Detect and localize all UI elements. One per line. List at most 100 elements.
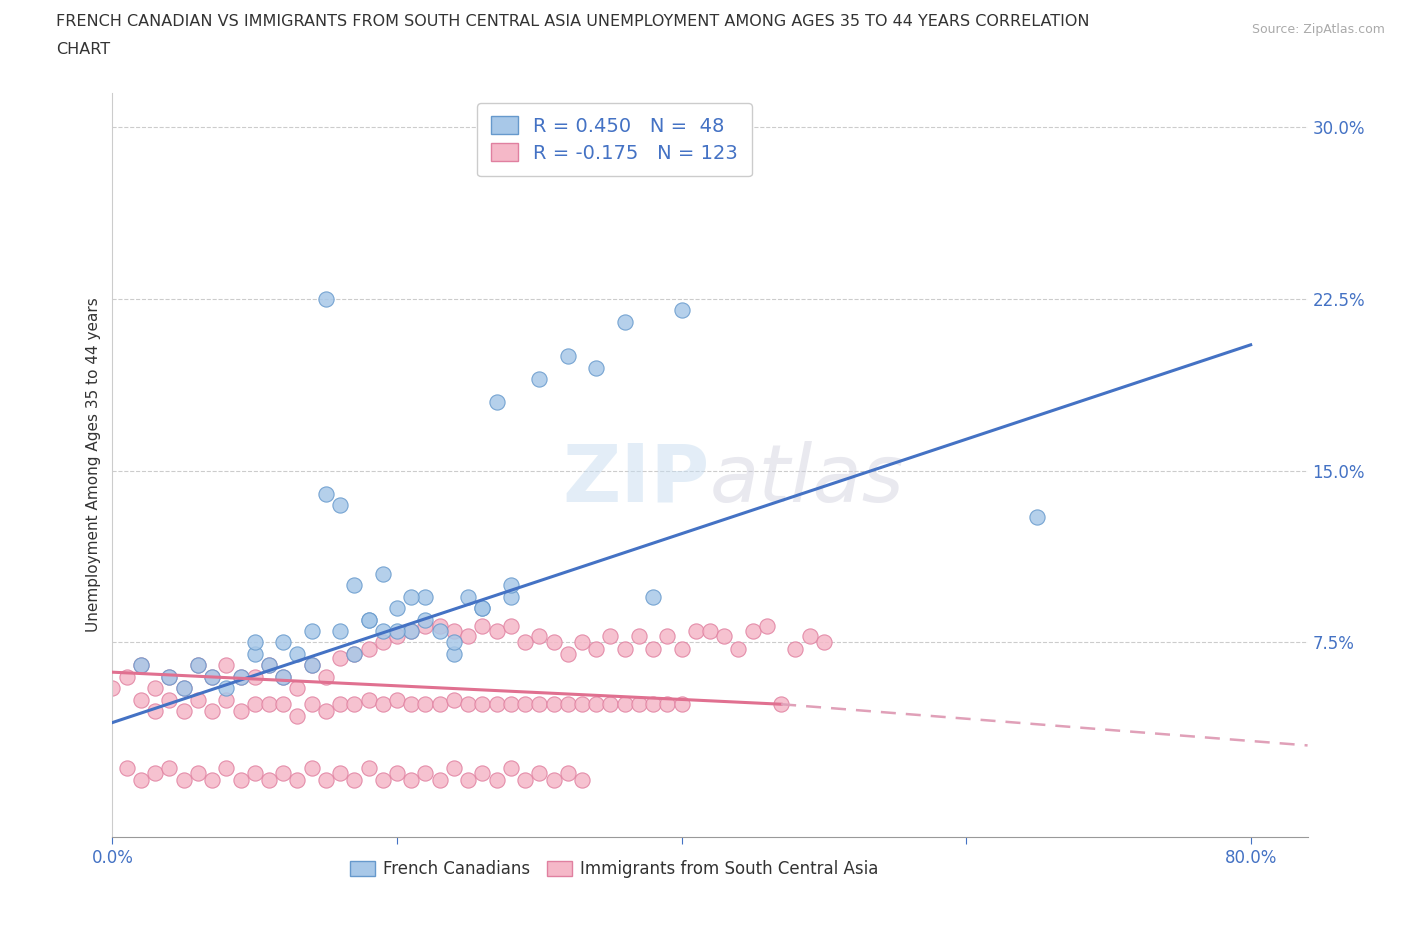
Text: CHART: CHART bbox=[56, 42, 110, 57]
Point bbox=[543, 772, 565, 787]
Point bbox=[643, 642, 665, 657]
Point bbox=[385, 692, 408, 707]
Point bbox=[187, 692, 209, 707]
Point bbox=[229, 670, 252, 684]
Point bbox=[471, 601, 494, 616]
Point bbox=[287, 772, 309, 787]
Point bbox=[301, 761, 323, 776]
Point bbox=[585, 697, 607, 711]
Point bbox=[401, 697, 423, 711]
Point bbox=[571, 697, 593, 711]
Point bbox=[485, 623, 508, 638]
Point bbox=[271, 635, 294, 650]
Point bbox=[143, 681, 166, 696]
Point bbox=[557, 765, 579, 780]
Point bbox=[271, 670, 294, 684]
Point bbox=[415, 590, 437, 604]
Text: ZIP: ZIP bbox=[562, 441, 710, 519]
Point bbox=[699, 623, 721, 638]
Point bbox=[301, 658, 323, 672]
Point bbox=[129, 658, 152, 672]
Point bbox=[770, 697, 793, 711]
Point bbox=[485, 772, 508, 787]
Point bbox=[243, 765, 266, 780]
Point bbox=[257, 772, 280, 787]
Point bbox=[401, 623, 423, 638]
Point bbox=[343, 578, 366, 592]
Point bbox=[385, 601, 408, 616]
Point bbox=[671, 303, 693, 318]
Point bbox=[271, 697, 294, 711]
Point bbox=[671, 642, 693, 657]
Point bbox=[173, 681, 195, 696]
Point bbox=[429, 697, 451, 711]
Point bbox=[415, 765, 437, 780]
Point bbox=[401, 623, 423, 638]
Point bbox=[557, 646, 579, 661]
Point bbox=[329, 623, 352, 638]
Point bbox=[529, 372, 551, 387]
Point bbox=[115, 670, 138, 684]
Point bbox=[215, 658, 238, 672]
Point bbox=[457, 590, 479, 604]
Point bbox=[215, 681, 238, 696]
Point bbox=[529, 628, 551, 643]
Point bbox=[529, 697, 551, 711]
Point bbox=[499, 578, 522, 592]
Point bbox=[371, 772, 394, 787]
Point bbox=[315, 670, 337, 684]
Point bbox=[415, 619, 437, 634]
Point bbox=[385, 623, 408, 638]
Point bbox=[457, 628, 479, 643]
Point bbox=[343, 646, 366, 661]
Point bbox=[415, 697, 437, 711]
Point bbox=[557, 697, 579, 711]
Point bbox=[785, 642, 807, 657]
Point bbox=[657, 628, 679, 643]
Point bbox=[443, 646, 465, 661]
Point bbox=[201, 670, 224, 684]
Point bbox=[143, 765, 166, 780]
Point bbox=[371, 623, 394, 638]
Point bbox=[129, 658, 152, 672]
Point bbox=[357, 761, 380, 776]
Point bbox=[513, 772, 536, 787]
Point bbox=[271, 670, 294, 684]
Point bbox=[499, 697, 522, 711]
Point bbox=[571, 635, 593, 650]
Point bbox=[329, 498, 352, 512]
Point bbox=[471, 601, 494, 616]
Point bbox=[157, 761, 180, 776]
Point bbox=[329, 765, 352, 780]
Point bbox=[627, 628, 650, 643]
Point bbox=[343, 697, 366, 711]
Point bbox=[443, 635, 465, 650]
Point bbox=[443, 761, 465, 776]
Point bbox=[243, 646, 266, 661]
Point bbox=[741, 623, 763, 638]
Point bbox=[499, 590, 522, 604]
Point bbox=[727, 642, 749, 657]
Point bbox=[157, 670, 180, 684]
Point bbox=[471, 765, 494, 780]
Point bbox=[471, 619, 494, 634]
Point bbox=[671, 697, 693, 711]
Point bbox=[257, 658, 280, 672]
Point bbox=[415, 612, 437, 627]
Point bbox=[201, 704, 224, 719]
Point bbox=[201, 670, 224, 684]
Point bbox=[173, 772, 195, 787]
Point bbox=[343, 772, 366, 787]
Point bbox=[271, 765, 294, 780]
Point bbox=[229, 772, 252, 787]
Point bbox=[257, 697, 280, 711]
Y-axis label: Unemployment Among Ages 35 to 44 years: Unemployment Among Ages 35 to 44 years bbox=[86, 298, 101, 632]
Point bbox=[315, 486, 337, 501]
Point bbox=[713, 628, 735, 643]
Point bbox=[599, 628, 621, 643]
Point bbox=[173, 681, 195, 696]
Point bbox=[301, 697, 323, 711]
Point bbox=[613, 642, 636, 657]
Point bbox=[485, 394, 508, 409]
Point bbox=[101, 681, 124, 696]
